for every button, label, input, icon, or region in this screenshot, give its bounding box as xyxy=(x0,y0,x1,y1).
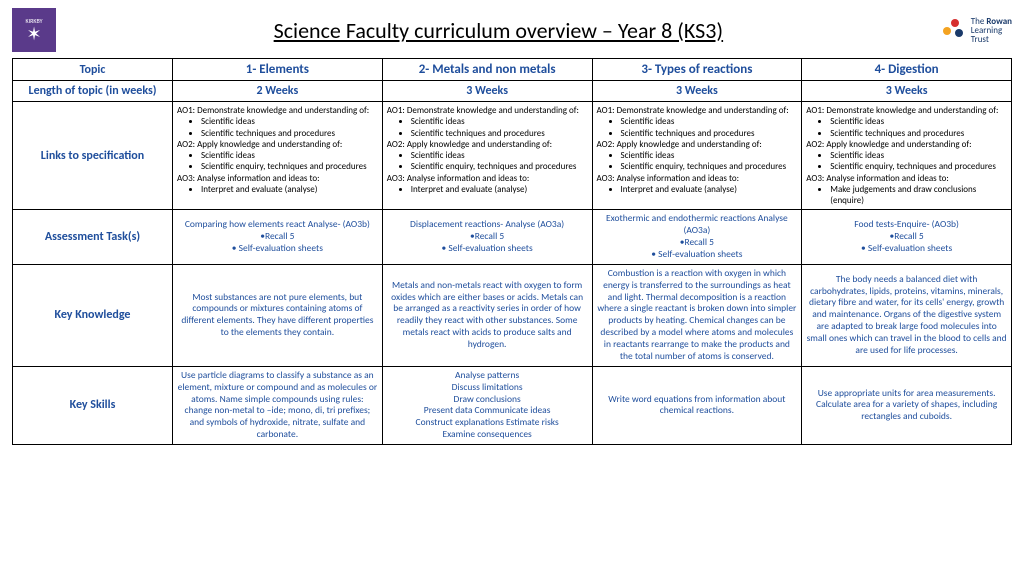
skills-cell: Use appropriate units for area measureme… xyxy=(802,366,1012,444)
page-title: Science Faculty curriculum overview – Ye… xyxy=(56,17,941,44)
spec-item: Scientific enquiry, techniques and proce… xyxy=(411,161,588,172)
spec-item: Interpret and evaluate (analyse) xyxy=(621,184,798,195)
header: KIRKBY ✶ Science Faculty curriculum over… xyxy=(12,8,1012,52)
table-row-links: Links to specification AO1: Demonstrate … xyxy=(13,102,1012,210)
spec-ao2: AO2: Apply knowledge and understanding o… xyxy=(387,139,588,150)
dot-icon xyxy=(951,19,959,27)
spec-item: Scientific enquiry, techniques and proce… xyxy=(830,161,1007,172)
skills-cell: Analyse patterns Discuss limitations Dra… xyxy=(382,366,592,444)
skills-cell: Write word equations from information ab… xyxy=(592,366,802,444)
col-header: 2- Metals and non metals xyxy=(382,59,592,81)
dot-icon xyxy=(955,29,963,37)
spec-ao1: AO1: Demonstrate knowledge and understan… xyxy=(177,105,378,116)
spec-ao3: AO3: Analyse information and ideas to: xyxy=(177,173,378,184)
assess-sheets: • Self-evaluation sheets xyxy=(387,243,588,255)
table-row-knowledge: Key Knowledge Most substances are not pu… xyxy=(13,264,1012,366)
spec-item: Interpret and evaluate (analyse) xyxy=(411,184,588,195)
assess-sheets: • Self-evaluation sheets xyxy=(806,243,1007,255)
know-cell: The body needs a balanced diet with carb… xyxy=(802,264,1012,366)
col-header: 4- Digestion xyxy=(802,59,1012,81)
know-cell: Most substances are not pure elements, b… xyxy=(173,264,383,366)
spec-item: Scientific ideas xyxy=(621,150,798,161)
spec-item: Scientific ideas xyxy=(201,150,378,161)
spec-ao2: AO2: Apply knowledge and understanding o… xyxy=(177,139,378,150)
spec-cell: AO1: Demonstrate knowledge and understan… xyxy=(173,102,383,210)
label-assessment: Assessment Task(s) xyxy=(13,210,173,265)
kirkby-logo: KIRKBY ✶ xyxy=(12,8,56,52)
spec-item: Scientific techniques and procedures xyxy=(830,128,1007,139)
know-cell: Metals and non-metals react with oxygen … xyxy=(382,264,592,366)
spec-item: Scientific ideas xyxy=(621,116,798,127)
spec-item: Make judgements and draw conclusions (en… xyxy=(830,184,1007,207)
table-row-skills: Key Skills Use particle diagrams to clas… xyxy=(13,366,1012,444)
spec-item: Scientific ideas xyxy=(201,116,378,127)
trust-icon xyxy=(941,17,967,43)
curriculum-table: Topic 1- Elements 2- Metals and non meta… xyxy=(12,58,1012,445)
trust-logo: The Rowan Learning Trust xyxy=(941,17,1012,44)
spec-ao1: AO1: Demonstrate knowledge and understan… xyxy=(387,105,588,116)
spec-ao1: AO1: Demonstrate knowledge and understan… xyxy=(597,105,798,116)
assess-title: Exothermic and endothermic reactions Ana… xyxy=(597,213,798,237)
col-header: 1- Elements xyxy=(173,59,383,81)
trust-text: The Rowan Learning Trust xyxy=(971,17,1012,44)
spec-item: Scientific enquiry, techniques and proce… xyxy=(201,161,378,172)
label-links: Links to specification xyxy=(13,102,173,210)
star-icon: ✶ xyxy=(26,25,41,43)
length-cell: 3 Weeks xyxy=(802,81,1012,102)
assess-cell: Comparing how elements react Analyse- (A… xyxy=(173,210,383,265)
assess-sheets: • Self-evaluation sheets xyxy=(597,249,798,261)
skills-cell: Use particle diagrams to classify a subs… xyxy=(173,366,383,444)
assess-cell: Exothermic and endothermic reactions Ana… xyxy=(592,210,802,265)
spec-ao3: AO3: Analyse information and ideas to: xyxy=(806,173,1007,184)
spec-item: Scientific ideas xyxy=(830,150,1007,161)
spec-ao3: AO3: Analyse information and ideas to: xyxy=(387,173,588,184)
spec-ao2: AO2: Apply knowledge and understanding o… xyxy=(806,139,1007,150)
spec-cell: AO1: Demonstrate knowledge and understan… xyxy=(802,102,1012,210)
label-length: Length of topic (in weeks) xyxy=(13,81,173,102)
spec-item: Scientific techniques and procedures xyxy=(201,128,378,139)
table-row-assessment: Assessment Task(s) Comparing how element… xyxy=(13,210,1012,265)
label-skills: Key Skills xyxy=(13,366,173,444)
length-cell: 3 Weeks xyxy=(592,81,802,102)
label-topic: Topic xyxy=(13,59,173,81)
spec-item: Scientific ideas xyxy=(830,116,1007,127)
spec-item: Scientific techniques and procedures xyxy=(621,128,798,139)
spec-item: Scientific enquiry, techniques and proce… xyxy=(621,161,798,172)
trust-trust: Trust xyxy=(971,34,989,45)
spec-cell: AO1: Demonstrate knowledge and understan… xyxy=(382,102,592,210)
know-cell: Combustion is a reaction with oxygen in … xyxy=(592,264,802,366)
length-cell: 3 Weeks xyxy=(382,81,592,102)
col-header: 3- Types of reactions xyxy=(592,59,802,81)
spec-ao2: AO2: Apply knowledge and understanding o… xyxy=(597,139,798,150)
spec-item: Scientific ideas xyxy=(411,150,588,161)
assess-cell: Displacement reactions- Analyse (AO3a) •… xyxy=(382,210,592,265)
spec-item: Scientific ideas xyxy=(411,116,588,127)
assess-cell: Food tests-Enquire- (AO3b) •Recall 5 • S… xyxy=(802,210,1012,265)
table-row-header: Topic 1- Elements 2- Metals and non meta… xyxy=(13,59,1012,81)
spec-cell: AO1: Demonstrate knowledge and understan… xyxy=(592,102,802,210)
spec-item: Interpret and evaluate (analyse) xyxy=(201,184,378,195)
assess-sheets: • Self-evaluation sheets xyxy=(177,243,378,255)
table-row-length: Length of topic (in weeks) 2 Weeks 3 Wee… xyxy=(13,81,1012,102)
dot-icon xyxy=(943,27,951,35)
length-cell: 2 Weeks xyxy=(173,81,383,102)
spec-item: Scientific techniques and procedures xyxy=(411,128,588,139)
spec-ao1: AO1: Demonstrate knowledge and understan… xyxy=(806,105,1007,116)
spec-ao3: AO3: Analyse information and ideas to: xyxy=(597,173,798,184)
label-knowledge: Key Knowledge xyxy=(13,264,173,366)
